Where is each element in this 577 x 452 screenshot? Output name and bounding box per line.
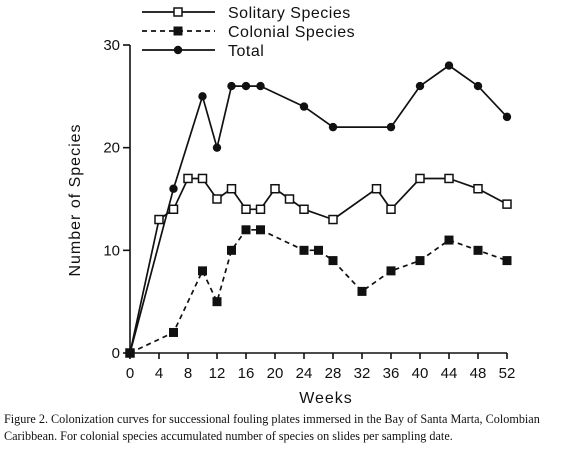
colonial-point	[328, 256, 338, 266]
total-point	[169, 184, 178, 193]
colonial-point	[256, 225, 265, 235]
colonial-point	[198, 266, 207, 276]
legend-marker	[173, 7, 183, 17]
colonial-point	[299, 245, 309, 255]
solitary-point	[415, 173, 425, 184]
series-2	[125, 225, 512, 358]
solitary-point	[183, 173, 193, 184]
solitary-point	[328, 214, 338, 225]
colonial-point	[444, 235, 454, 245]
colonial-point	[314, 245, 323, 255]
x-tick-label: 0	[126, 365, 134, 382]
colonial-series-line	[129, 228, 508, 354]
solitary-point	[197, 173, 208, 184]
x-tick-label: 36	[383, 365, 400, 382]
colonial-point	[473, 245, 483, 255]
x-tick-label: 52	[499, 365, 516, 382]
legend-label: Colonial Species	[228, 24, 355, 41]
x-tick-label: 20	[267, 365, 284, 382]
x-tick-label: 28	[325, 365, 342, 382]
total-point	[125, 348, 135, 358]
colonial-point	[227, 245, 236, 255]
x-tick-label: 12	[209, 365, 226, 382]
x-tick-label: 44	[441, 365, 458, 382]
x-tick-label: 48	[470, 365, 487, 382]
total-point	[473, 81, 483, 91]
colonial-point	[502, 256, 512, 266]
x-tick-label: 24	[296, 365, 313, 382]
series-1	[125, 173, 512, 358]
total-point	[198, 92, 207, 101]
x-tick-label: 4	[155, 365, 163, 382]
y-tick-label: 0	[112, 345, 120, 362]
colonial-point	[241, 225, 251, 235]
solitary-series-line	[129, 177, 508, 354]
solitary-point	[255, 204, 266, 215]
total-point	[241, 81, 251, 91]
x-tick-label: 40	[412, 365, 429, 382]
figure-caption: Figure 2. Colonization curves for succes…	[4, 412, 540, 443]
x-tick-label: 32	[354, 365, 371, 382]
colonial-point	[415, 256, 425, 266]
colonial-point	[212, 297, 222, 307]
colonial-point	[357, 286, 367, 296]
total-point	[256, 81, 265, 91]
total-point	[502, 112, 512, 122]
y-axis-title: Number of Species	[67, 123, 84, 276]
solitary-point	[444, 173, 454, 184]
total-point	[299, 102, 309, 111]
total-point	[386, 122, 396, 132]
y-tick-label: 30	[103, 37, 120, 54]
x-axis-title: Weeks	[299, 390, 353, 407]
solitary-point	[502, 199, 512, 209]
total-point	[328, 122, 338, 132]
y-tick-label: 10	[103, 242, 120, 259]
total-point	[227, 81, 236, 91]
solitary-point	[212, 194, 222, 204]
series-layer	[125, 61, 512, 358]
solitary-point	[284, 194, 295, 204]
total-point	[444, 61, 454, 70]
colonial-point	[169, 327, 178, 337]
y-tick-label: 20	[103, 140, 120, 157]
solitary-point	[270, 183, 280, 194]
total-point	[212, 143, 222, 152]
total-series-line	[129, 64, 508, 354]
solitary-point	[386, 204, 396, 215]
legend-label: Solitary Species	[228, 5, 351, 22]
total-point	[415, 81, 425, 91]
x-tick-label: 16	[238, 365, 255, 382]
legend-label: Total	[228, 43, 264, 60]
legend: Solitary Species Colonial Species Total	[142, 5, 355, 60]
solitary-point	[154, 214, 164, 225]
legend-marker	[173, 26, 183, 36]
solitary-point	[241, 204, 251, 215]
legend-marker	[173, 45, 183, 55]
colonial-point	[386, 266, 396, 276]
series-3	[125, 61, 512, 358]
x-tick-label: 8	[184, 365, 192, 382]
solitary-point	[299, 204, 309, 215]
solitary-point	[168, 204, 179, 215]
solitary-point	[371, 183, 382, 194]
solitary-point	[473, 183, 483, 194]
solitary-point	[226, 183, 237, 194]
